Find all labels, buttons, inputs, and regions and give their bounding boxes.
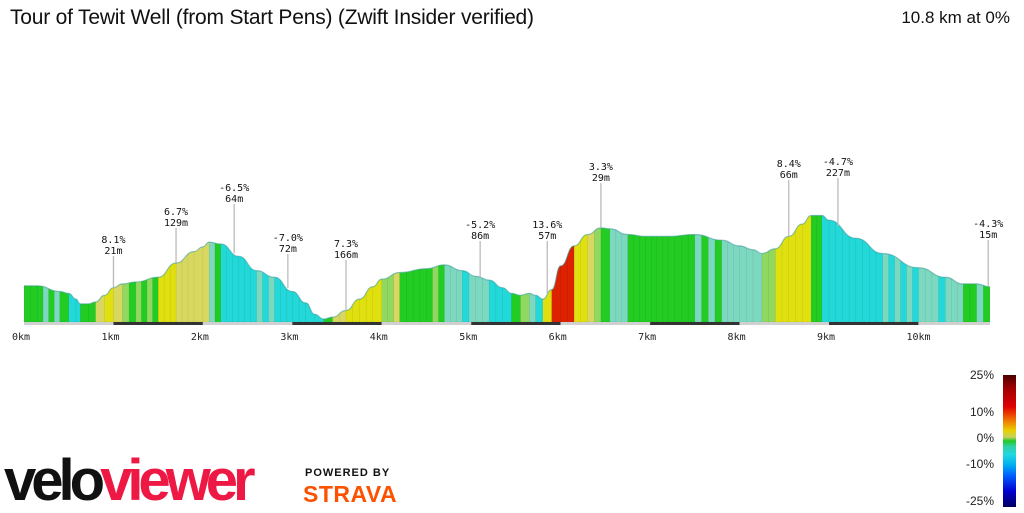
legend-label-10: 10% [969, 405, 994, 419]
gradient-colorbar [1003, 375, 1016, 507]
powered-by-label: POWERED BY [305, 467, 391, 479]
annotation-gradient: 7.3% [334, 239, 358, 250]
gradient-legend: 25% 10% 0% -10% -25% [960, 368, 1024, 512]
annotation-gradient: 13.6% [532, 220, 562, 231]
legend-label-25: 25% [969, 368, 994, 382]
x-tick-label: 7km [638, 332, 656, 343]
axis-km-segment [918, 322, 990, 325]
annotation-gradient: -7.0% [273, 233, 303, 244]
annotation-gradient: -4.3% [973, 219, 1003, 230]
legend-label-0: 0% [976, 431, 994, 445]
annotation-gradient: 8.1% [101, 235, 125, 246]
axis-km-segment [24, 322, 114, 325]
legend-label-minus10: -10% [965, 457, 994, 471]
x-tick-label: 8km [728, 332, 746, 343]
annotation-gradient: 8.4% [777, 159, 801, 170]
annotation-gradient: -5.2% [465, 220, 495, 231]
axis-km-segment [113, 322, 203, 325]
annotation-gradient: 6.7% [164, 207, 188, 218]
route-summary: 10.8 km at 0% [901, 8, 1010, 27]
annotation-length: 227m [826, 168, 850, 179]
annotation-length: 15m [979, 230, 997, 241]
page-title: Tour of Tewit Well (from Start Pens) (Zw… [10, 6, 534, 29]
annotation-gradient: -6.5% [219, 183, 249, 194]
veloviewer-logo: veloviewer [4, 452, 256, 510]
elevation-profile-chart: 0km 1km 2km 3km 4km 5km 6km 7km 8km 9km 10km 8.1%2… [12, 157, 1003, 343]
axis-km-segment [829, 322, 919, 325]
axis-km-segment [202, 322, 293, 325]
x-tick-label: 1km [101, 332, 119, 343]
annotation-length: 86m [471, 231, 489, 242]
annotation-length: 29m [592, 173, 610, 184]
annotation-length: 72m [279, 244, 297, 255]
axis-km-segment [650, 322, 740, 325]
x-tick-label: 6km [549, 332, 567, 343]
annotation-length: 21m [104, 246, 122, 257]
annotation-gradient: 3.3% [589, 162, 613, 173]
axis-km-segment [560, 322, 651, 325]
x-tick-label: 10km [906, 332, 930, 343]
x-tick-label: 2km [191, 332, 209, 343]
x-tick-label: 3km [280, 332, 298, 343]
x-tick-label: 0km [12, 332, 30, 343]
axis-km-segment [292, 322, 382, 325]
strava-logo: STRAVA [303, 481, 398, 507]
axis-km-segment [381, 322, 472, 325]
axis-km-segment [739, 322, 829, 325]
x-tick-label: 9km [817, 332, 835, 343]
logo-velo: velo [4, 448, 105, 513]
logo-viewer: viewer [100, 448, 256, 513]
legend-label-minus25: -25% [965, 494, 994, 508]
x-tick-label: 5km [459, 332, 477, 343]
annotation-length: 64m [225, 194, 243, 205]
annotation-length: 66m [780, 170, 798, 181]
x-tick-label: 4km [370, 332, 388, 343]
annotation-gradient: -4.7% [823, 157, 853, 168]
annotation-length: 57m [538, 231, 556, 242]
annotation-length: 129m [164, 218, 188, 229]
axis-km-segment [471, 322, 561, 325]
annotation-length: 166m [334, 250, 358, 261]
